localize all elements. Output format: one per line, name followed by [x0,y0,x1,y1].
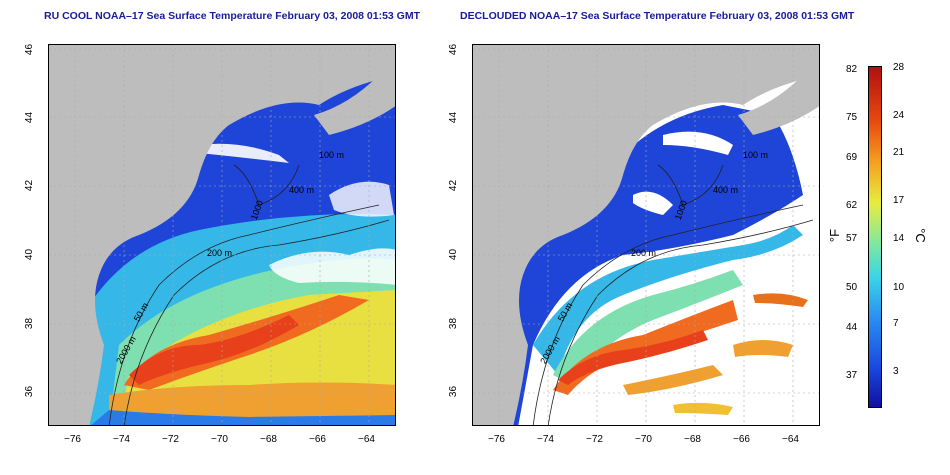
y-tick: 40 [24,248,36,261]
x-tick: −70 [635,434,652,445]
colorbar-f-label: 50 [846,282,858,293]
y-tick: 44 [448,111,460,124]
contour-label-200m: 200 m [207,248,233,258]
celsius-unit-label: °C [912,228,928,243]
colorbar-c-label: 28 [893,62,905,73]
x-tick: −76 [488,434,505,445]
colorbar-c-label: 17 [893,195,905,206]
contour-label-100m: 100 m [319,150,345,160]
x-tick: −66 [309,434,326,445]
colorbar-f-label: 37 [846,370,858,381]
temperature-colorbar [868,66,882,408]
contour-label-200m: 200 m [631,248,657,258]
y-tick: 42 [448,179,460,192]
colorbar-c-label: 7 [893,318,899,329]
right-sst-map-panel: 200 m 50 m 2000 m 1000 400 m 100 m −76 −… [448,44,820,445]
x-tick: −74 [113,434,130,445]
x-tick: −76 [64,434,81,445]
x-tick: −64 [782,434,799,445]
x-tick: −74 [537,434,554,445]
right-sst-map-image [473,45,819,425]
contour-label-400m: 400 m [713,185,739,195]
left-sst-map: 200 m 50 m 2000 m 1000 400 m 100 m [48,44,396,426]
colorbar-f-label: 75 [846,112,858,123]
x-tick: −70 [211,434,228,445]
x-tick: −68 [684,434,701,445]
colorbar-f-label: 44 [846,322,858,333]
y-tick: 40 [448,248,460,261]
colorbar-f-label: 57 [846,233,858,244]
contour-label-400m: 400 m [289,185,315,195]
colorbar-f-label: 69 [846,152,858,163]
contour-label-100m: 100 m [743,150,769,160]
colorbar-f-label: 82 [846,64,858,75]
colorbar-f-label: 62 [846,200,858,211]
colorbar-c-label: 24 [893,110,905,121]
y-tick: 46 [24,43,36,56]
y-tick: 38 [24,317,36,330]
colorbar-c-label: 21 [893,147,905,158]
left-sst-map-panel: 200 m 50 m 2000 m 1000 400 m 100 m −76 −… [24,44,396,445]
colorbar-c-label: 3 [893,366,899,377]
colorbar-c-label: 10 [893,282,905,293]
right-sst-map: 200 m 50 m 2000 m 1000 400 m 100 m [472,44,820,426]
y-tick: 46 [448,43,460,56]
fahrenheit-unit-label: °F [827,228,843,243]
x-tick: −68 [260,434,277,445]
y-tick: 44 [24,111,36,124]
y-tick: 36 [448,385,460,398]
right-map-title: DECLOUDED NOAA–17 Sea Surface Temperatur… [460,10,855,22]
x-tick: −66 [733,434,750,445]
x-tick: −72 [162,434,179,445]
y-tick: 36 [24,385,36,398]
y-tick: 42 [24,179,36,192]
x-tick: −64 [358,434,375,445]
y-tick: 38 [448,317,460,330]
left-map-title: RU COOL NOAA–17 Sea Surface Temperature … [44,10,421,22]
left-sst-map-image [49,45,395,425]
colorbar-c-label: 14 [893,233,905,244]
x-tick: −72 [586,434,603,445]
